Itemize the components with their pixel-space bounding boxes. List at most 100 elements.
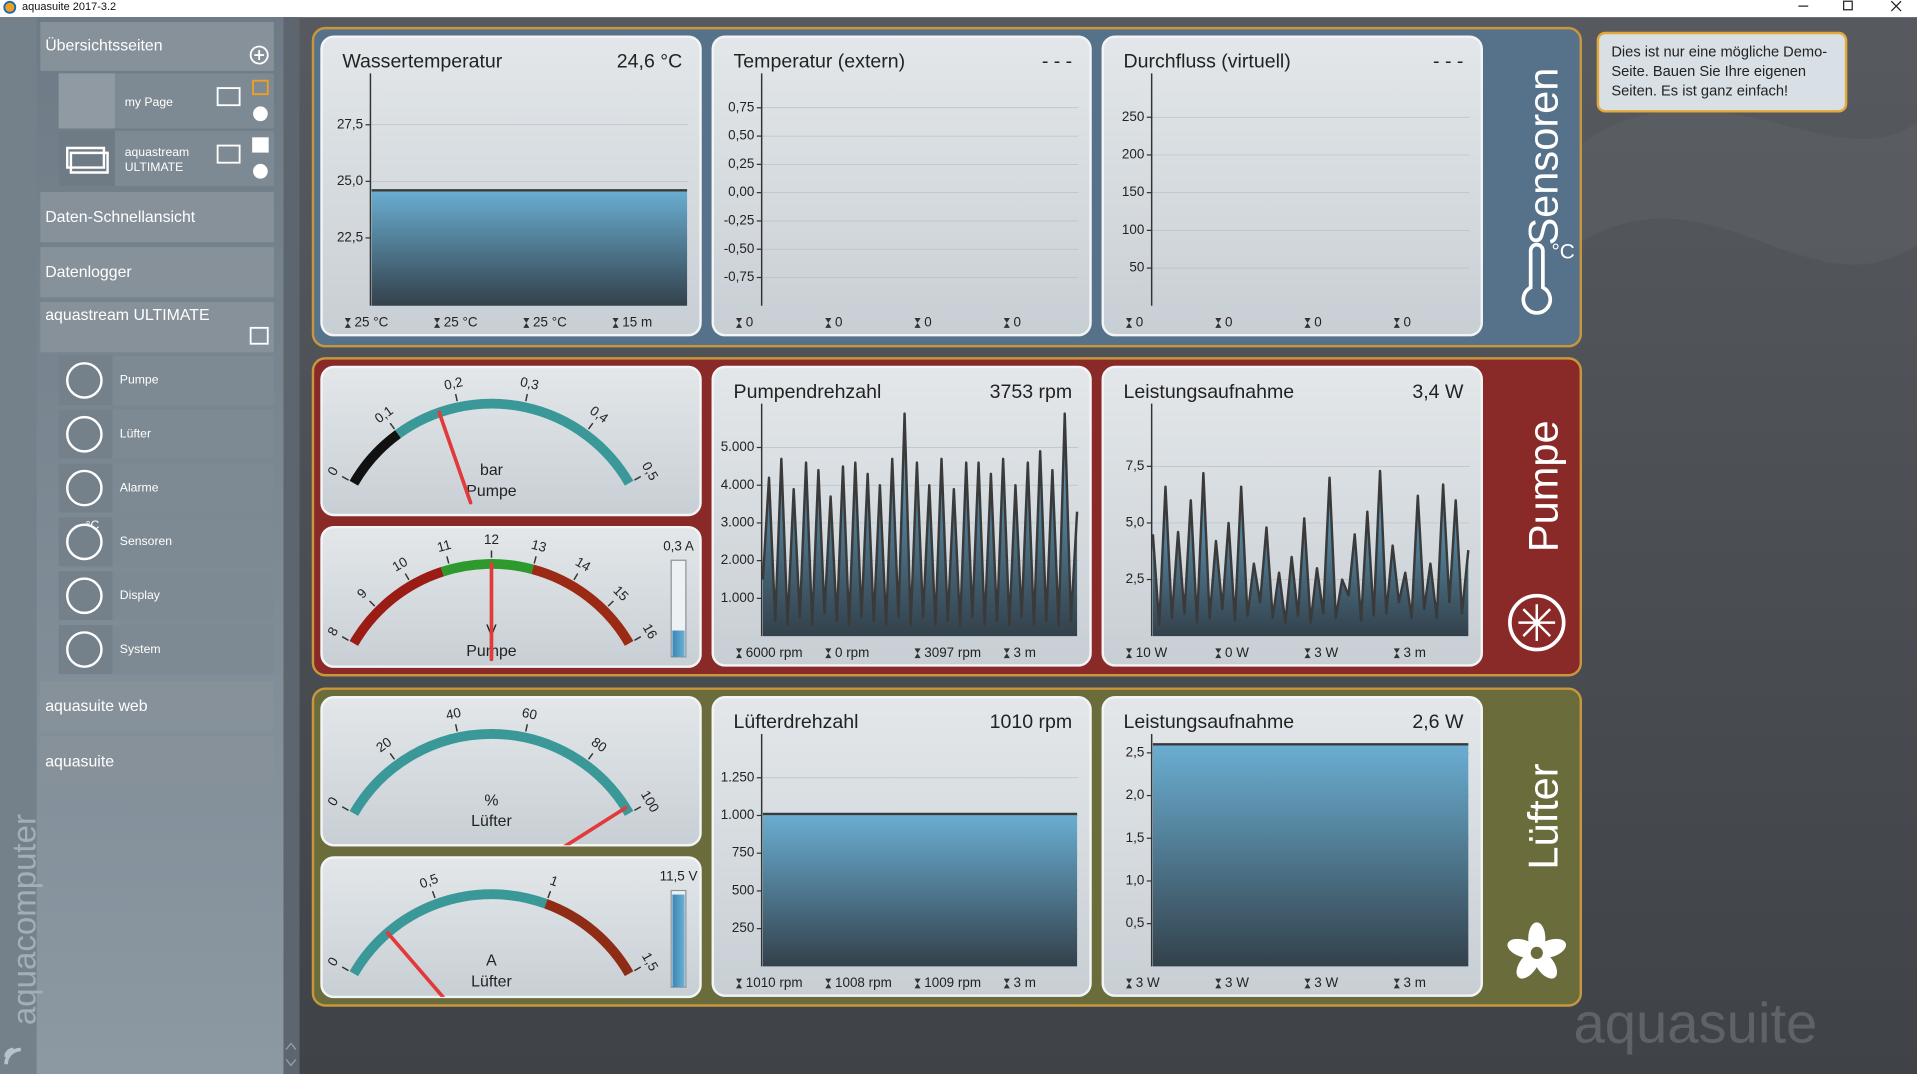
- y-tick-label: 1.000: [721, 590, 755, 605]
- nav-link[interactable]: [40, 681, 274, 732]
- fan-icon-hub: [1530, 946, 1543, 960]
- stat-value: 0: [1014, 314, 1021, 329]
- y-tick-label: 750: [732, 845, 754, 860]
- area-fill: [762, 813, 1078, 967]
- nav-section[interactable]: [40, 247, 274, 298]
- stat-icon: [1003, 318, 1010, 328]
- group-label: Sensoren: [1520, 68, 1567, 246]
- y-tick-label: 250: [732, 920, 754, 935]
- device-item-icon: [66, 577, 103, 615]
- gauge-panel: [320, 856, 702, 999]
- page-settings-icon[interactable]: [253, 106, 268, 122]
- page-edit-icon[interactable]: [216, 144, 241, 164]
- gauge-tick-label: 12: [484, 532, 499, 547]
- device-save-icon[interactable]: [249, 326, 269, 345]
- stat-value: 3 W: [1225, 975, 1249, 990]
- gauge-tick-label: 60: [521, 705, 539, 723]
- gauge-needle: [543, 805, 628, 846]
- page-lock-icon[interactable]: [252, 79, 269, 96]
- add-page-icon[interactable]: [249, 45, 269, 65]
- data-line: [1151, 469, 1470, 627]
- gauge-tick: [587, 422, 594, 430]
- sidebar-strip: [0, 17, 37, 1074]
- stat-value: 3 W: [1314, 645, 1338, 660]
- y-tick-label: 1,0: [1126, 873, 1145, 888]
- overview-header[interactable]: [40, 22, 274, 71]
- y-tick-label: 22,5: [337, 229, 363, 244]
- gauge-tick: [389, 422, 396, 430]
- gauge-tick: [341, 636, 349, 641]
- y-tick-label: 0,00: [728, 184, 754, 199]
- device-item-icon: [66, 523, 103, 561]
- stat-value: 6000 rpm: [746, 645, 803, 660]
- gauge-tick-label: 0,2: [443, 374, 464, 393]
- page-label: my Page: [125, 95, 173, 109]
- page-label: aquastream: [125, 145, 190, 159]
- y-tick-label: 2,5: [1126, 744, 1145, 759]
- stat-icon: [1304, 318, 1311, 328]
- gauge-needle: [385, 930, 452, 997]
- chart-title: Pumpendrehzahl: [734, 381, 882, 403]
- overview-title: Übersichtsseiten: [45, 37, 162, 55]
- stat-icon: [1304, 648, 1311, 659]
- gauge-tick: [454, 724, 458, 732]
- app-icon: [3, 0, 17, 14]
- gauge-band: [349, 430, 401, 486]
- device-item-label: Sensoren: [120, 534, 172, 548]
- area-fill: [1152, 744, 1469, 967]
- demo-note: [1596, 31, 1848, 113]
- area-fill: [371, 190, 688, 306]
- restore-button[interactable]: [1843, 0, 1853, 11]
- device-item-icon: [66, 362, 103, 399]
- gauge-name: Lüfter: [471, 813, 512, 830]
- stat-icon: [735, 648, 743, 659]
- close-button[interactable]: [1890, 0, 1902, 12]
- nav-link[interactable]: [40, 736, 274, 787]
- y-tick-label: 4.000: [721, 477, 755, 492]
- gauge-tick: [573, 573, 579, 581]
- device-item-icon: [66, 469, 103, 507]
- page-lock-icon[interactable]: [252, 137, 269, 153]
- gauge-tick-label: 11: [435, 537, 452, 555]
- stat-value: 1009 rpm: [924, 975, 981, 990]
- watermark: aquasuite: [1573, 991, 1817, 1054]
- gauge-tick-label: 0,3: [519, 374, 540, 393]
- gauge-tick: [341, 966, 349, 972]
- title-bar: [0, 0, 1917, 18]
- level-bar: [672, 894, 685, 988]
- gauge-tick: [587, 752, 594, 760]
- nav-section[interactable]: [40, 192, 274, 243]
- scroll-arrows[interactable]: [285, 1042, 297, 1067]
- y-tick-label: 0,25: [728, 156, 754, 171]
- chart-value: - - -: [1042, 51, 1072, 73]
- stat-icon: [1393, 318, 1400, 328]
- gauge-tick: [389, 752, 396, 760]
- gauge-unit: bar: [480, 462, 504, 479]
- y-tick-label: 7,5: [1126, 458, 1145, 473]
- gauge-tick: [634, 636, 642, 641]
- brand-text: aquacomputer: [6, 814, 43, 1025]
- scrollbar[interactable]: [283, 17, 300, 1074]
- page-settings-icon[interactable]: [253, 163, 268, 179]
- gauge-tick-label: 20: [373, 734, 394, 755]
- group-label: Pumpe: [1520, 420, 1567, 552]
- gauge-unit: %: [484, 792, 498, 809]
- chart-title: Temperatur (extern): [734, 51, 906, 73]
- chart-value: 24,6 °C: [617, 51, 682, 73]
- sensor-icon-text: °C: [86, 518, 100, 532]
- background-swoosh: [1577, 109, 1917, 265]
- stat-value: 3097 rpm: [924, 645, 981, 660]
- stat-icon: [1125, 318, 1133, 328]
- device-item-label: Display: [120, 588, 161, 602]
- gauge-band: [349, 567, 444, 646]
- chart-value: 3753 rpm: [990, 381, 1073, 403]
- y-tick-label: 1,5: [1126, 830, 1145, 845]
- stat-value: 1010 rpm: [746, 975, 803, 990]
- stat-icon: [914, 318, 921, 328]
- page-edit-icon[interactable]: [216, 87, 241, 107]
- gauge-band: [544, 899, 634, 977]
- device-header[interactable]: [40, 302, 274, 353]
- brand-icon: [4, 1047, 21, 1065]
